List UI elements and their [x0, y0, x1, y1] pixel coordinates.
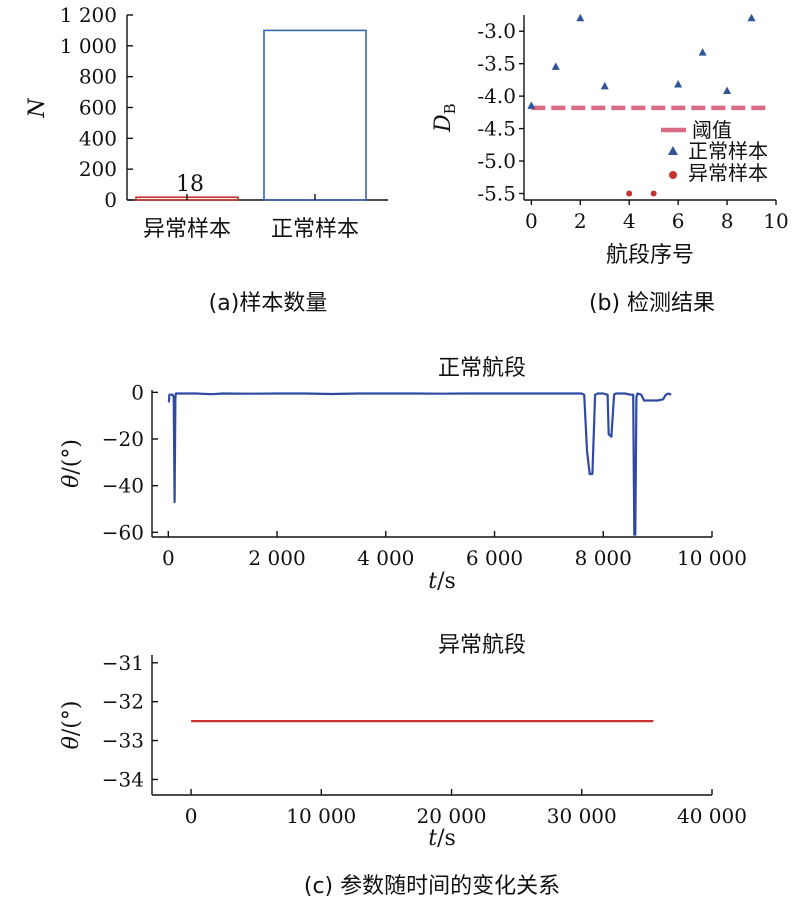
- x-tick-label: 0: [185, 804, 198, 828]
- y-tick-label: 0: [131, 380, 144, 404]
- x-tick-label: 30 000: [547, 804, 617, 828]
- y-tick-label: −31: [102, 651, 144, 675]
- legend-threshold-label: 阈值: [692, 118, 732, 142]
- x-tick-label: 6: [672, 209, 685, 233]
- y-tick-label: 400: [79, 126, 117, 150]
- panel-b-caption: (b) 检测结果: [589, 291, 715, 316]
- x-tick-label: 20 000: [417, 804, 487, 828]
- x-tick-label: 2 000: [248, 546, 305, 570]
- x-tick-label: 6 000: [466, 546, 523, 570]
- chart-title: 正常航段: [438, 356, 526, 381]
- point-normal: [527, 101, 536, 109]
- x-tick-label: 4: [623, 209, 636, 233]
- panel-a-bar-chart: 0 200 400 600 800 1 000 1 200 异常样本 18 正常样本 N: [25, 3, 388, 242]
- legend-normal-label: 正常样本: [688, 139, 768, 163]
- point-normal: [600, 81, 609, 90]
- x-tick-label: 10 000: [677, 546, 747, 570]
- x-tick-label: 40 000: [677, 804, 747, 828]
- y-tick-label: 200: [79, 157, 117, 181]
- x-tick-label: 异常样本: [143, 217, 231, 242]
- data-line: [167, 392, 672, 536]
- y-axis-label: θ/(°): [59, 701, 84, 750]
- x-tick-label: 0: [525, 209, 538, 233]
- y-tick-label: −34: [102, 767, 144, 791]
- x-tick-label: 2: [574, 209, 587, 233]
- x-tick-label: 0: [162, 546, 175, 570]
- point-normal: [698, 48, 707, 56]
- point-normal: [723, 86, 732, 94]
- panel-b-scatter-chart: -3.0 -3.5 -4.0 -4.5 -5.0 -5.5 0 2 4 6 8 10 航段序号 DB 阈值正…: [431, 13, 789, 268]
- x-tick-label: 10 000: [286, 804, 356, 828]
- panel-c-caption: (c) 参数随时间的变化关系: [304, 874, 560, 899]
- y-tick-label: -4.0: [477, 84, 516, 108]
- point-normal: [576, 13, 585, 22]
- y-tick-label: -3.5: [477, 52, 516, 76]
- y-tick-label: 1 200: [60, 3, 117, 27]
- bar-normal: [263, 29, 367, 201]
- y-tick-label: −20: [102, 427, 144, 451]
- y-axis-label: N: [25, 98, 50, 119]
- y-tick-label: −32: [102, 690, 144, 714]
- x-tick-label: 4 000: [357, 546, 414, 570]
- point-normal: [551, 62, 560, 70]
- y-tick-label: -3.0: [477, 19, 516, 43]
- x-axis-label: t/s: [428, 826, 456, 851]
- y-axis-label: θ/(°): [59, 439, 84, 488]
- x-tick-label: 正常样本: [271, 217, 359, 242]
- y-tick-label: 1 000: [60, 34, 117, 58]
- y-tick-label: −60: [102, 520, 144, 544]
- panel-c-abnormal-segment-chart: 异常航段 −31 −32 −33 −34 0 10 000 20 000 30 000 40 00…: [59, 633, 747, 851]
- point-abnormal: [626, 190, 633, 197]
- x-tick-label: 8 000: [575, 546, 632, 570]
- legend-abnormal-swatch: [669, 171, 677, 179]
- y-tick-label: -4.5: [477, 117, 516, 141]
- y-tick-label: 0: [104, 188, 117, 212]
- panel-c-normal-segment-chart: 正常航段 0 −20 −40 −60 0 2 000 4 000 6 000 8 000 10 00…: [59, 356, 747, 594]
- x-axis-label: 航段序号: [606, 243, 694, 268]
- legend-normal-swatch: [668, 146, 678, 155]
- point-normal: [674, 79, 683, 88]
- point-abnormal: [650, 190, 657, 197]
- chart-title: 异常航段: [438, 633, 526, 658]
- panel-a-caption: (a)样本数量: [209, 291, 328, 316]
- y-axis-label: DB: [431, 103, 459, 133]
- y-tick-label: −40: [102, 474, 144, 498]
- x-tick-label: 10: [763, 209, 788, 233]
- data-label: 18: [176, 172, 204, 197]
- x-tick-label: 8: [721, 209, 734, 233]
- point-normal: [747, 13, 756, 22]
- legend-abnormal-label: 异常样本: [688, 161, 768, 185]
- y-tick-label: -5.0: [477, 149, 516, 173]
- y-tick-label: −33: [102, 729, 144, 753]
- x-axis-label: t/s: [428, 569, 456, 594]
- y-tick-label: 600: [79, 96, 117, 120]
- y-tick-label: 800: [79, 65, 117, 89]
- y-tick-label: -5.5: [477, 182, 516, 206]
